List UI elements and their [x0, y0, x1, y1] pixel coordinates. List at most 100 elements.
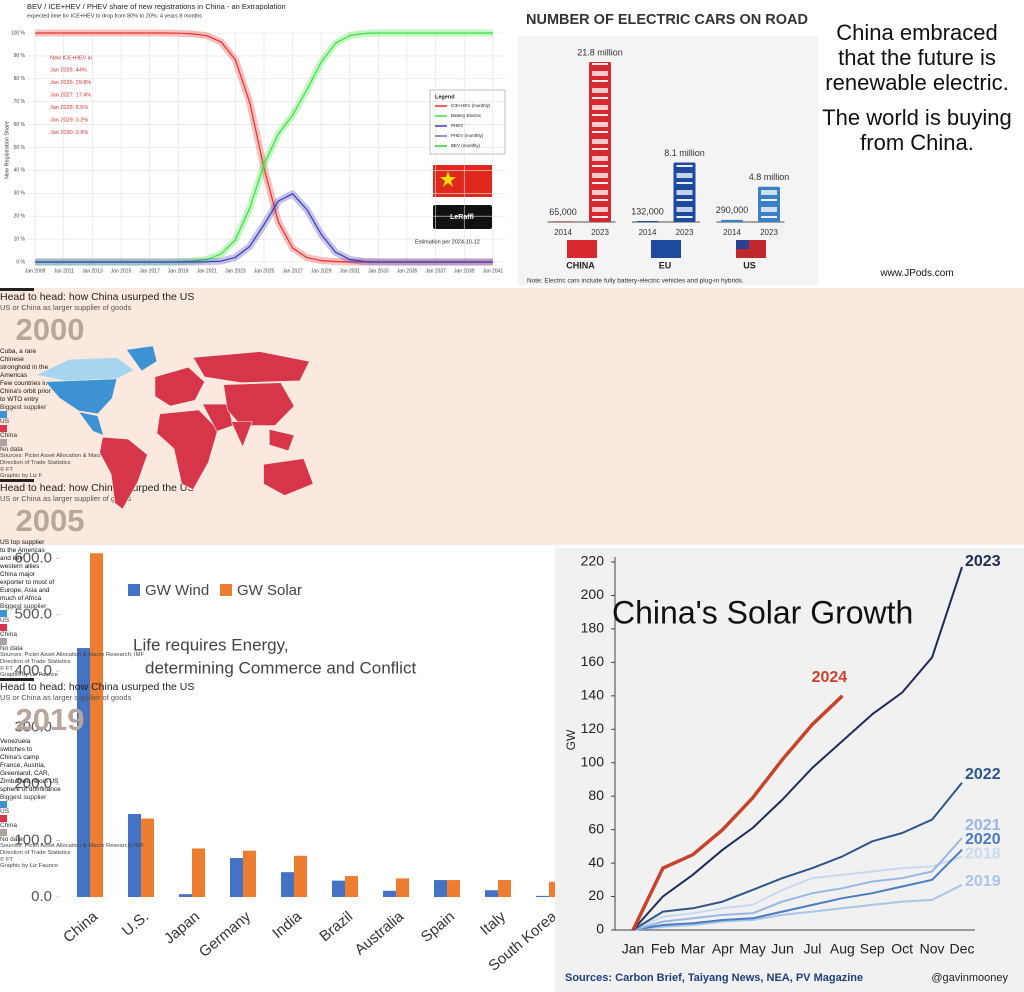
map-subtitle: US or China as larger supplier of goods — [0, 494, 132, 503]
series-label: 2023 — [676, 228, 694, 237]
country-region — [44, 378, 118, 415]
legend-label: US — [0, 418, 10, 425]
y-tick-label: 180 — [581, 620, 605, 636]
map-title: Head to head: how China usurped the US — [0, 681, 195, 693]
y-tick-label: 500.0 — [14, 606, 52, 623]
series-label: 2023 — [965, 553, 1001, 570]
message-line: China embraced that the future is renewa… — [825, 20, 1009, 95]
annotation: Jan 2027: 17.4% — [50, 92, 91, 98]
bar — [230, 858, 243, 897]
legend-swatch — [128, 584, 140, 596]
x-tick-label: Sep — [860, 941, 885, 957]
bar — [141, 818, 154, 897]
x-tick-label: Jan 2029 — [311, 268, 332, 274]
x-tick-label: Feb — [651, 941, 675, 957]
x-tick-label: Jan 2041 — [483, 268, 504, 274]
x-tick-label: Apr — [712, 941, 734, 957]
legend-swatch — [0, 829, 7, 836]
value-label: 4.8 million — [749, 172, 790, 182]
legend-swatch — [0, 638, 7, 645]
x-tick-label: Jul — [804, 941, 822, 957]
panel-background — [0, 0, 515, 285]
x-tick-label: U.S. — [119, 908, 152, 940]
legend-swatch — [0, 425, 7, 432]
annotation: determining Commerce and Conflict — [145, 658, 416, 677]
y-tick-label: 120 — [581, 720, 605, 736]
y-tick-label: 100.0 — [14, 832, 52, 849]
bar — [498, 880, 511, 897]
map-source: Sources: Pictet Asset Allocation & Macro… — [0, 453, 145, 466]
bar-texture — [639, 221, 656, 222]
annotation-title: New ICE+HEV in — [50, 55, 92, 61]
bar — [77, 648, 90, 897]
legend-swatch — [0, 411, 7, 418]
x-tick-label: Oct — [891, 941, 913, 957]
y-tick-label: 40 % — [14, 168, 26, 174]
x-tick-label: Nov — [920, 941, 945, 957]
badge: LeRaffl — [450, 214, 474, 221]
map-copyright: © FT — [0, 467, 13, 473]
y-tick-label: 100 % — [11, 30, 26, 36]
bar — [447, 880, 460, 897]
country-region — [223, 382, 295, 426]
title-banner — [518, 0, 818, 36]
x-tick-label: Jan 2039 — [454, 268, 475, 274]
series-label: 2018 — [965, 846, 1001, 863]
y-tick-label: 20 % — [14, 214, 26, 220]
message: China embraced that the future is renewa… — [822, 20, 1012, 165]
legend-swatch — [0, 624, 7, 631]
top-rule — [0, 678, 34, 681]
legend-label: No data — [0, 645, 23, 652]
x-tick-label: China — [60, 908, 101, 947]
map-year: 2000 — [15, 312, 85, 347]
bar-texture — [724, 219, 740, 222]
series-label: 2019 — [965, 873, 1001, 890]
series-line — [632, 848, 963, 931]
x-tick-label: Jun — [771, 941, 794, 957]
annotation: Jan 2029: 3.2% — [50, 117, 88, 123]
credit: @gavinmooney — [931, 972, 1008, 984]
legend-title: Legend — [435, 94, 455, 100]
category-label: CHINA — [566, 260, 595, 270]
annotation: Jan 2028: 8.5% — [50, 105, 88, 111]
x-tick-label: Jan 2021 — [196, 268, 217, 274]
bar — [128, 814, 141, 897]
series-line — [631, 694, 844, 931]
y-tick-label: 220 — [581, 553, 605, 569]
country-region — [192, 351, 310, 384]
bar — [434, 880, 447, 897]
bar — [383, 890, 396, 897]
category-label: US — [743, 260, 756, 270]
map-credit: Graphic by Liz F — [0, 473, 43, 479]
series-line — [632, 883, 963, 931]
value-label: 8.1 million — [664, 148, 705, 158]
legend-title: Biggest supplier — [0, 794, 47, 801]
country-region — [99, 436, 148, 510]
panel-background — [518, 0, 818, 285]
x-tick-label: Aug — [830, 941, 855, 957]
y-tick-label: 160 — [581, 653, 605, 669]
title: China's Solar Growth — [612, 594, 913, 630]
legend-title: Biggest supplier — [0, 404, 47, 411]
series-line — [632, 566, 963, 931]
legend-swatch — [0, 801, 7, 808]
y-tick-label: 0.0 — [31, 888, 52, 905]
map-panel: Head to head: how China usurped the US US… — [0, 288, 330, 510]
country-region — [156, 409, 219, 491]
bar — [345, 876, 358, 897]
value-label: 21.8 million — [577, 47, 623, 57]
y-tick-label: 200.0 — [14, 775, 52, 792]
x-tick-label: Spain — [418, 908, 458, 946]
map-copyright: © FT — [0, 857, 13, 863]
legend-label: BEV (monthly) — [451, 143, 481, 148]
country-region — [268, 428, 295, 452]
flag-china — [567, 240, 597, 258]
y-tick-label: 80 % — [14, 76, 26, 82]
legend-label: US — [0, 617, 10, 624]
bar — [332, 880, 345, 897]
y-label: New Registration Share — [4, 121, 10, 179]
panel-background — [555, 548, 1024, 992]
series-line — [632, 855, 963, 931]
